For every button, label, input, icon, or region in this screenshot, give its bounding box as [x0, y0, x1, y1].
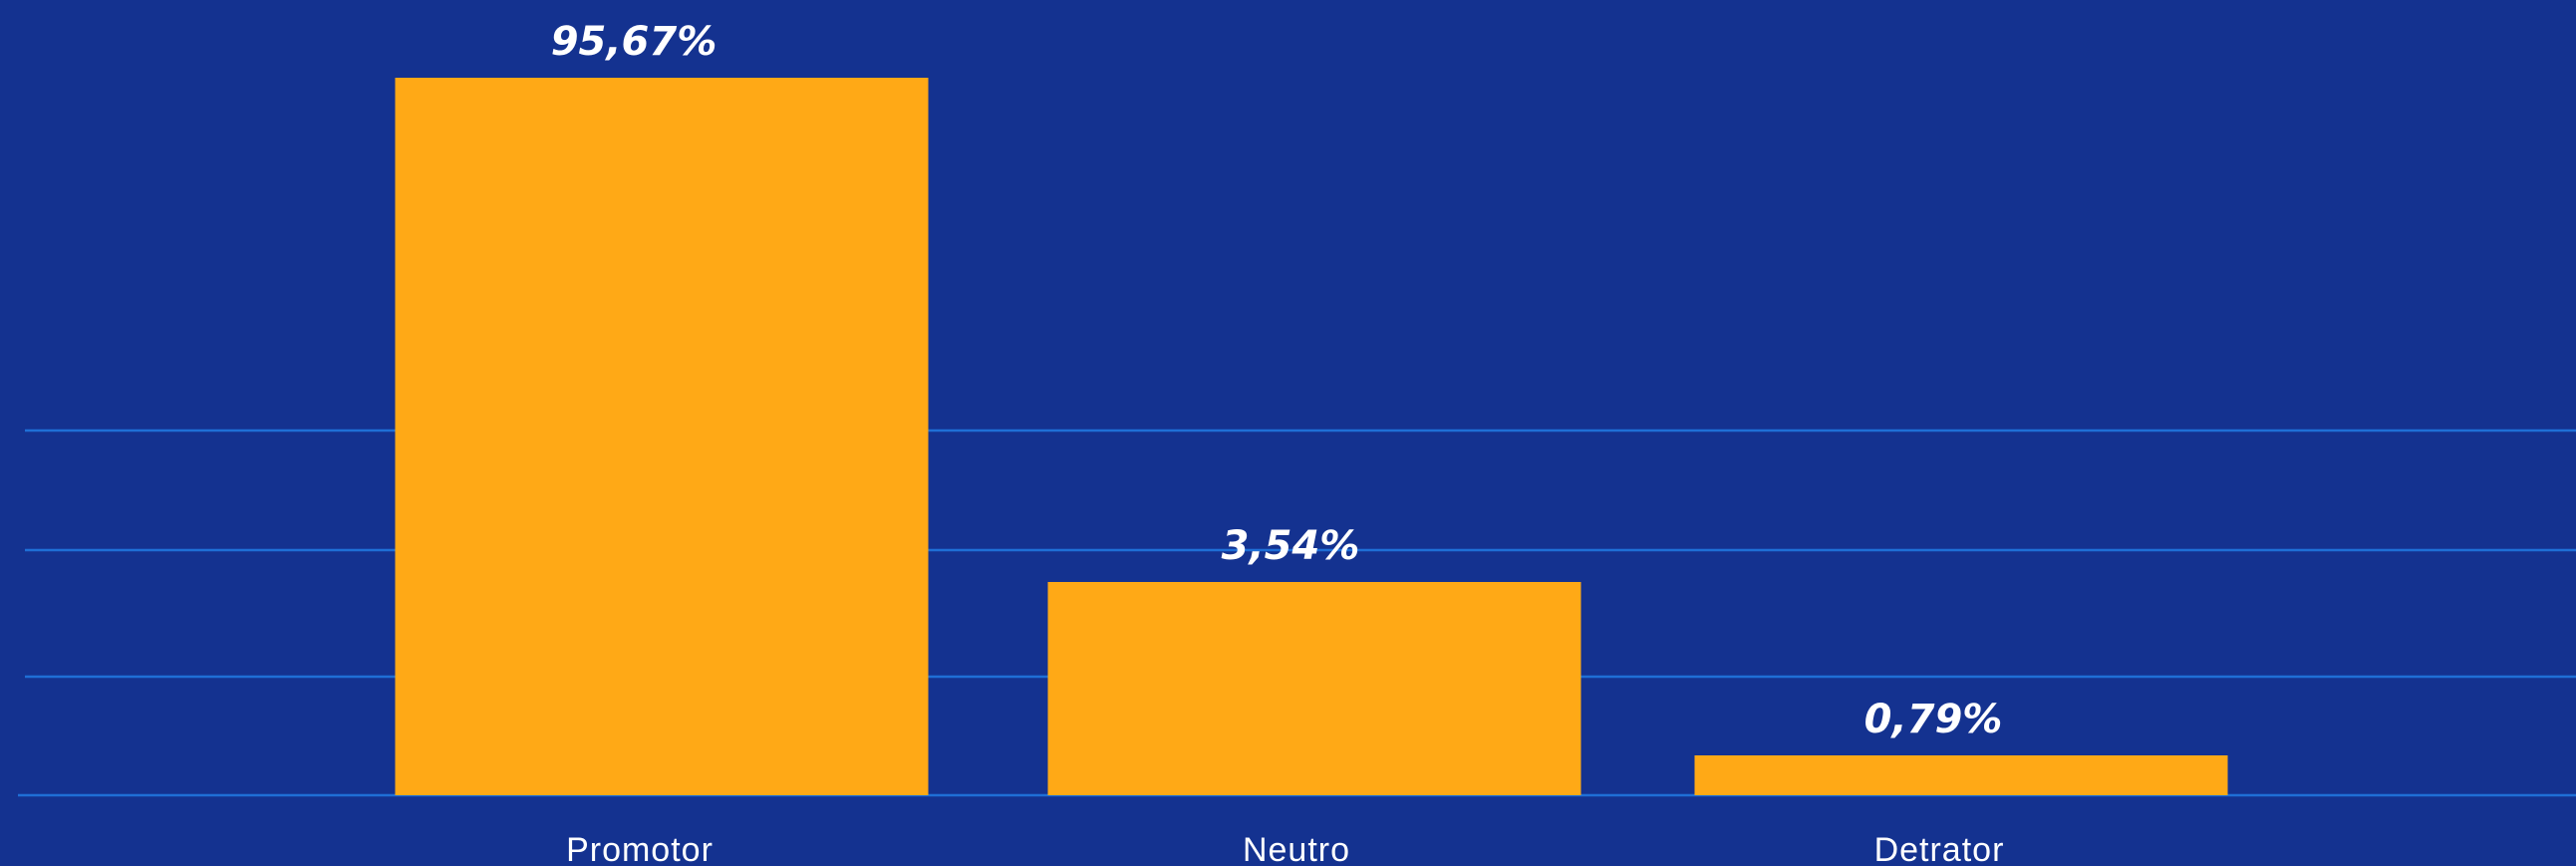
bar-detrator [1694, 755, 2228, 795]
bar-promotor [395, 78, 929, 795]
bar-neutro [1047, 582, 1581, 795]
value-label-promotor: 95,67% [551, 19, 717, 65]
value-label-neutro: 3,54% [1222, 523, 1360, 569]
value-label-detrator: 0,79% [1864, 697, 2003, 742]
category-label-detrator: Detrator [1874, 831, 2005, 866]
category-label-promotor: Promotor [566, 831, 714, 866]
bars [395, 78, 2228, 795]
category-label-neutro: Neutro [1243, 831, 1350, 866]
labels: 95,67% Promotor 3,54% Neutro 0,79% Detrator [551, 19, 2005, 866]
